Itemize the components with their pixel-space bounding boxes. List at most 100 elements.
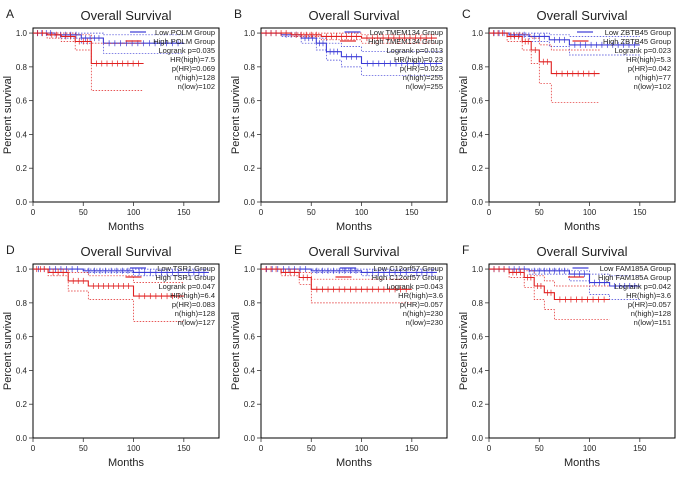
legend-label-high: High TSR1 Group: [156, 273, 215, 282]
plot-frame: [32, 27, 220, 203]
x-tick-label: 50: [79, 444, 88, 453]
series-high-line: [261, 32, 437, 39]
stat-annotation: p(HR)=0.023: [400, 64, 443, 73]
panel-letter: B: [234, 7, 242, 21]
y-tick-label: 1.0: [472, 29, 484, 38]
series-low-line: [261, 32, 442, 65]
chart-title: Overall Survival: [536, 244, 627, 259]
x-tick-label: 100: [127, 444, 141, 453]
y-axis-label: Percent survival: [458, 76, 470, 154]
y-tick-label: 0.0: [244, 434, 256, 443]
series-low-ci-lower: [261, 268, 437, 277]
y-tick-label: 0.8: [244, 63, 256, 72]
y-tick-label: 0.6: [16, 97, 28, 106]
y-tick-label: 0.0: [472, 434, 484, 443]
stat-annotation: n(low)=102: [634, 82, 671, 91]
x-tick-label: 150: [177, 444, 191, 453]
y-tick-label: 0.2: [16, 164, 28, 173]
x-tick-label: 0: [259, 208, 264, 217]
y-tick-label: 0.4: [472, 130, 484, 139]
panel-e: E Overall Survival 0.0 0.2 0.4 0.6 0.8 1.0 0 50 10…: [230, 243, 448, 469]
x-tick-label: 50: [307, 444, 316, 453]
y-tick-label: 0.8: [16, 63, 28, 72]
stat-annotation: n(high)=128: [631, 309, 671, 318]
legend-label-low: Low ZBTB45 Group: [605, 28, 671, 37]
chart-title: Overall Survival: [80, 8, 171, 23]
stat-annotation: n(high)=128: [175, 73, 215, 82]
y-tick-label: 0.0: [16, 434, 28, 443]
x-tick-label: 150: [405, 208, 419, 217]
panel-a: A Overall Survival 0.0 0.2 0.4 0.6 0.8 1.0 0 50 10…: [2, 7, 220, 233]
x-tick-label: 50: [79, 208, 88, 217]
y-tick-label: 0.8: [16, 299, 28, 308]
series-low-line: [261, 268, 437, 273]
y-tick-label: 0.2: [472, 400, 484, 409]
stat-annotation: p(HR)=0.057: [628, 300, 671, 309]
series-high-line: [261, 268, 412, 290]
plot-frame: [488, 27, 676, 203]
stat-annotation: Logrank p=0.013: [386, 46, 443, 55]
y-tick-label: 1.0: [16, 265, 28, 274]
stat-annotation: n(high)=255: [403, 73, 443, 82]
panel-letter: E: [234, 243, 242, 257]
panel-b: B Overall Survival 0.0 0.2 0.4 0.6 0.8 1.0 0 50 10…: [230, 7, 448, 233]
series-high-line: [489, 268, 610, 301]
x-tick-label: 100: [127, 208, 141, 217]
x-tick-label: 0: [31, 208, 36, 217]
y-tick-label: 0.4: [244, 130, 256, 139]
stat-annotation: HR(high)=0.23: [394, 55, 443, 64]
y-tick-label: 0.4: [16, 366, 28, 375]
y-tick-label: 0.6: [244, 333, 256, 342]
stat-annotation: Logrank p=0.043: [386, 282, 443, 291]
x-tick-label: 150: [633, 208, 647, 217]
panel-letter: D: [6, 243, 15, 257]
stat-annotation: p(HR)=0.057: [400, 300, 443, 309]
y-tick-label: 0.6: [244, 97, 256, 106]
legend-label-low: Low C12orf57 Group: [373, 264, 443, 273]
series-high-ci-upper: [489, 268, 610, 287]
y-tick-label: 0.2: [472, 164, 484, 173]
x-tick-label: 0: [259, 444, 264, 453]
x-axis-label: Months: [336, 457, 373, 469]
y-tick-label: 0.8: [472, 63, 484, 72]
stat-annotation: n(low)=230: [406, 318, 443, 327]
x-tick-label: 0: [487, 208, 492, 217]
plot-frame: [32, 263, 220, 439]
panel-letter: F: [462, 243, 469, 257]
stat-annotation: Logrank p=0.042: [614, 282, 671, 291]
y-tick-label: 0.2: [16, 400, 28, 409]
panel-d: D Overall Survival 0.0 0.2 0.4 0.6 0.8 1.0 0 50 10…: [2, 243, 220, 469]
series-high-line: [33, 32, 144, 65]
x-tick-label: 100: [355, 208, 369, 217]
x-axis-label: Months: [108, 457, 145, 469]
series-low-ci-upper: [489, 32, 640, 37]
y-tick-label: 0.4: [16, 130, 28, 139]
y-tick-label: 1.0: [244, 29, 256, 38]
legend-label-low: Low TMEM134 Group: [370, 28, 443, 37]
stat-annotation: n(low)=151: [634, 318, 671, 327]
series-low-ci-lower: [489, 268, 640, 300]
stat-annotation: n(high)=128: [175, 309, 215, 318]
series-high-ci-lower: [489, 32, 600, 103]
panel-c: C Overall Survival 0.0 0.2 0.4 0.6 0.8 1.0 0 50 10…: [458, 7, 676, 233]
chart-title: Overall Survival: [536, 8, 627, 23]
y-tick-label: 0.2: [244, 400, 256, 409]
stat-annotation: Logrank p=0.047: [158, 282, 215, 291]
x-axis-label: Months: [564, 221, 601, 233]
x-tick-label: 100: [583, 444, 597, 453]
stat-annotation: p(HR)=0.083: [172, 300, 215, 309]
stat-annotation: n(high)=230: [403, 309, 443, 318]
y-axis-label: Percent survival: [2, 312, 14, 390]
y-axis-label: Percent survival: [458, 312, 470, 390]
y-tick-label: 0.4: [244, 366, 256, 375]
y-tick-label: 0.0: [472, 198, 484, 207]
legend-label-high: High FAM185A Group: [598, 273, 671, 282]
stat-annotation: HR(high)=3.6: [626, 291, 671, 300]
y-tick-label: 0.4: [472, 366, 484, 375]
series-high-line: [489, 32, 600, 75]
plot-frame: [260, 27, 448, 203]
legend-label-low: Low POLM Group: [155, 28, 215, 37]
y-tick-label: 0.6: [472, 333, 484, 342]
